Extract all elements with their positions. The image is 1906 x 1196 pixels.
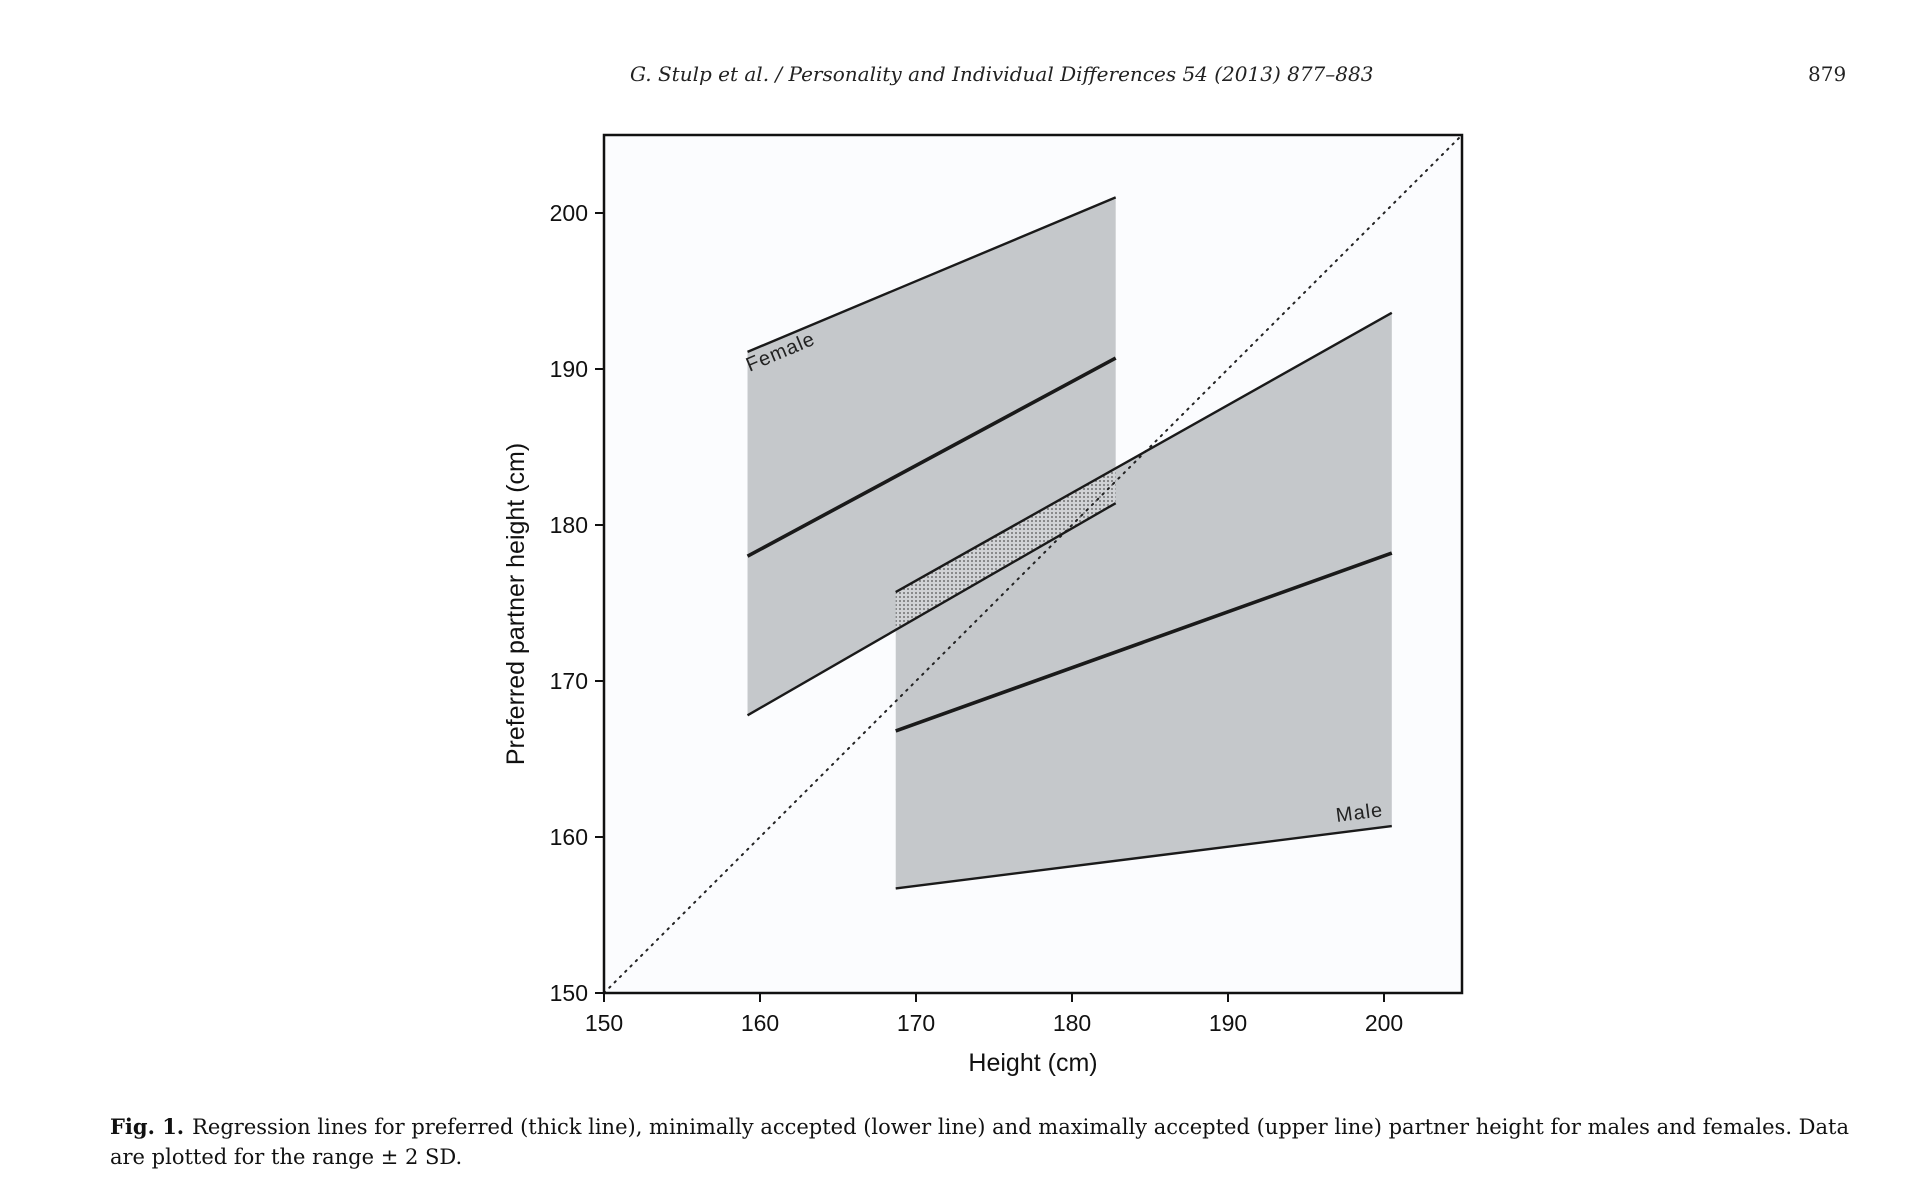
caption-label: Fig. 1. [110,1114,185,1139]
reference-line-layer [604,135,1462,993]
female-max-accepted-line [747,196,1117,353]
journal-reference: G. Stulp et al. / Personality and Indivi… [630,62,1374,86]
female-min-accepted-line [746,502,1117,717]
x-tick-label: 200 [1365,1010,1403,1036]
y-tick-label: 190 [550,356,588,382]
page-number: 879 [1808,62,1847,86]
figure: 150 160 170 180 190 200 150 160 170 180 190 200 Hei… [470,115,1530,1105]
axes-layer: 150 160 170 180 190 200 150 160 170 180 190 200 [550,133,1464,1036]
y-tick-label: 150 [550,980,588,1006]
lines-layer [746,196,1393,890]
x-tick-label: 150 [585,1010,623,1036]
x-tick-label: 160 [741,1010,779,1036]
y-tick-label: 170 [550,668,588,694]
female-preferred-line [746,356,1117,558]
chart: 150 160 170 180 190 200 150 160 170 180 190 200 Hei… [502,133,1464,1077]
x-axis-label: Height (cm) [968,1049,1097,1077]
plot-frame [602,133,1464,995]
y-tick-label: 200 [550,200,588,226]
y-tick-label: 160 [550,824,588,850]
x-tick-label: 170 [897,1010,935,1036]
x-tick-label: 190 [1209,1010,1247,1036]
male-accepted-band [895,312,1392,889]
y-axis-label: Preferred partner height (cm) [502,443,530,765]
male-max-accepted-line [895,311,1393,594]
identity-reference-line [604,135,1462,993]
overlap-region [895,468,1116,630]
male-preferred-line [895,551,1393,733]
x-tick-label: 180 [1053,1010,1091,1036]
y-tick-label: 180 [550,512,588,538]
running-head: G. Stulp et al. / Personality and Indivi… [0,62,1906,92]
male-min-accepted-line [895,824,1392,890]
figure-caption: Fig. 1. Regression lines for preferred (t… [110,1112,1870,1172]
caption-text: Regression lines for preferred (thick li… [110,1115,1850,1169]
